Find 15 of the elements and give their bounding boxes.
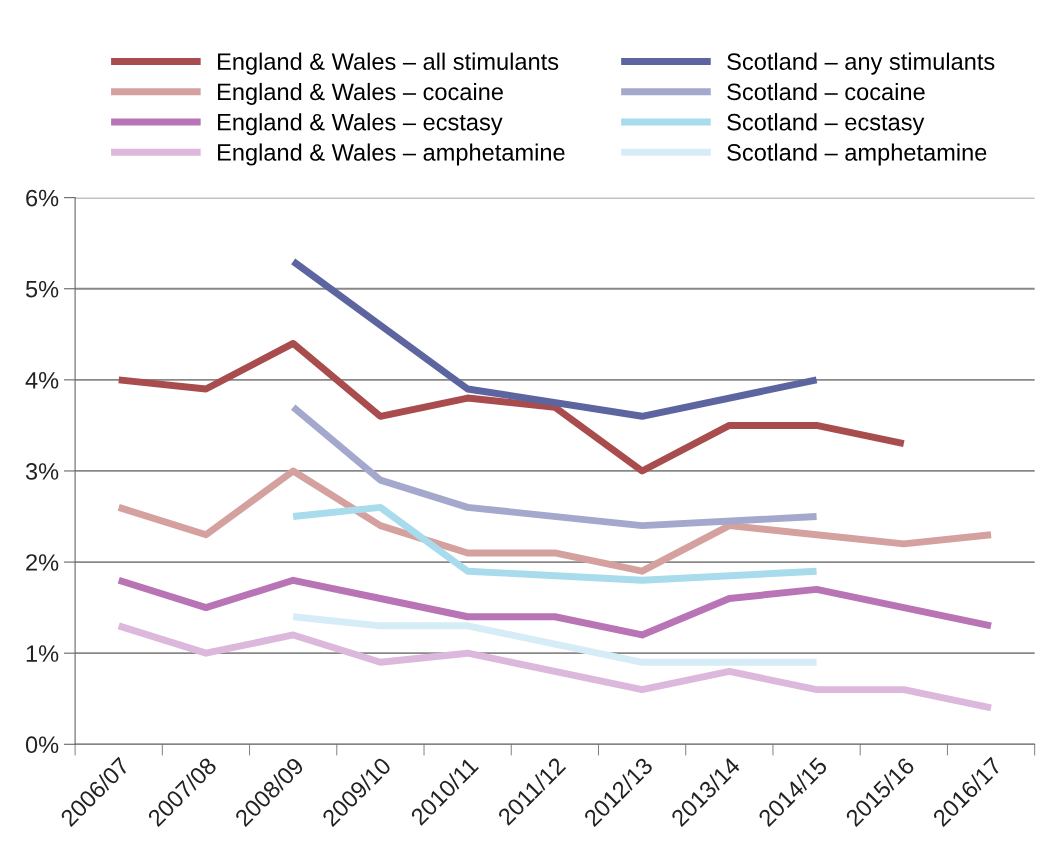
y-tick-label: 3% <box>25 463 59 480</box>
legend-label: Scotland – ecstasy <box>727 113 925 136</box>
y-tick-label: 4% <box>25 372 59 389</box>
y-tick-label: 2% <box>26 554 59 571</box>
legend-label: England & Wales – ecstasy <box>218 113 503 136</box>
legend-label: Scotland – cocaine <box>727 82 925 101</box>
legend-label: England & Wales – amphetamine <box>218 143 565 166</box>
legend-label: Scotland – amphetamine <box>727 143 987 166</box>
y-tick-label: 6% <box>26 189 59 207</box>
y-tick-label: 5% <box>25 280 59 298</box>
legend-label: England & Wales – cocaine <box>218 82 503 105</box>
y-tick-label: 0% <box>25 736 59 754</box>
y-tick-label: 1% <box>26 645 59 662</box>
legend-label: Scotland – any stimulants <box>727 52 995 75</box>
legend-label: England & Wales – all stimulants <box>218 52 559 75</box>
